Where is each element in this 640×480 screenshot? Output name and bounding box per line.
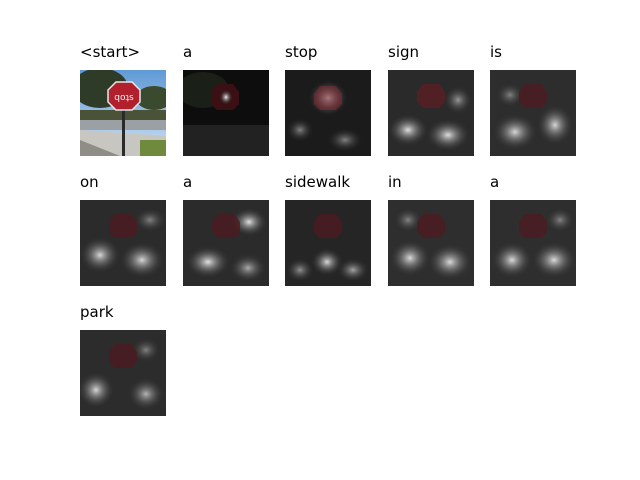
attention-map: [80, 330, 166, 416]
caption-word: a: [490, 173, 500, 191]
attention-map: [183, 200, 269, 286]
original-image: qoʇs: [80, 70, 166, 156]
caption-word: sign: [388, 43, 420, 61]
caption-word: stop: [285, 43, 318, 61]
svg-text:qoʇs: qoʇs: [114, 93, 134, 103]
caption-word: <start>: [80, 43, 141, 61]
attention-map: [490, 200, 576, 286]
attention-map: [388, 200, 474, 286]
attention-map: [388, 70, 474, 156]
attention-map: [490, 70, 576, 156]
caption-word: a: [183, 43, 193, 61]
caption-word: park: [80, 303, 114, 321]
caption-word: sidewalk: [285, 173, 351, 191]
attention-map: [285, 70, 371, 156]
attention-map: [285, 200, 371, 286]
caption-word: in: [388, 173, 402, 191]
caption-word: a: [183, 173, 193, 191]
caption-word: is: [490, 43, 502, 61]
attention-map: [183, 70, 269, 156]
caption-word: on: [80, 173, 99, 191]
attention-map: [80, 200, 166, 286]
